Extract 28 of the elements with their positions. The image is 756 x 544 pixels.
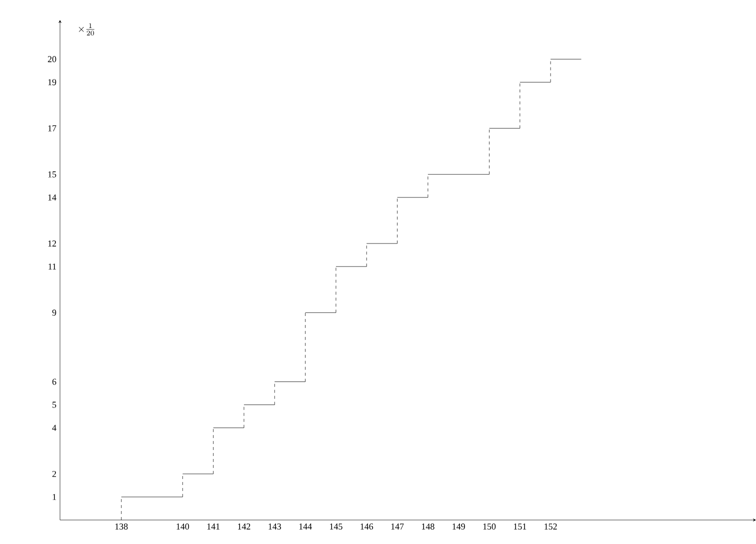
- x-tick-label: 147: [391, 524, 404, 530]
- y-tick-label: 20: [48, 56, 56, 62]
- x-tick-label: 142: [238, 524, 250, 530]
- y-axis-title: $\times\frac{1}{20}$: [78, 23, 94, 36]
- x-tick-label: 149: [452, 524, 465, 530]
- y-tick-label: 9: [52, 310, 56, 316]
- x-tick-label: 146: [360, 524, 374, 530]
- y-tick-label: 19: [48, 79, 56, 86]
- x-tick-label: 140: [176, 524, 190, 530]
- x-tick-label: 144: [299, 524, 312, 530]
- y-tick-label: 14: [48, 194, 56, 200]
- x-tick-label: 141: [207, 524, 220, 530]
- y-tick-label: 17: [48, 125, 56, 132]
- y-tick-label: 1: [52, 494, 56, 500]
- x-tick-label: 148: [422, 524, 434, 530]
- y-tick-label: 15: [48, 171, 56, 178]
- x-tick-label: 138: [115, 524, 128, 530]
- y-tick-label: 6: [52, 378, 56, 385]
- x-tick-label: 143: [268, 524, 282, 530]
- x-tick-label: 151: [514, 524, 526, 530]
- x-tick-label: 150: [483, 524, 496, 530]
- y-tick-label: 11: [48, 264, 56, 270]
- y-tick-label: 4: [52, 424, 56, 431]
- x-tick-label: 145: [330, 524, 342, 530]
- y-tick-label: 5: [52, 402, 56, 408]
- y-tick-label: 12: [48, 240, 56, 246]
- y-tick-label: 2: [52, 470, 56, 477]
- x-tick-label: 152: [544, 524, 557, 530]
